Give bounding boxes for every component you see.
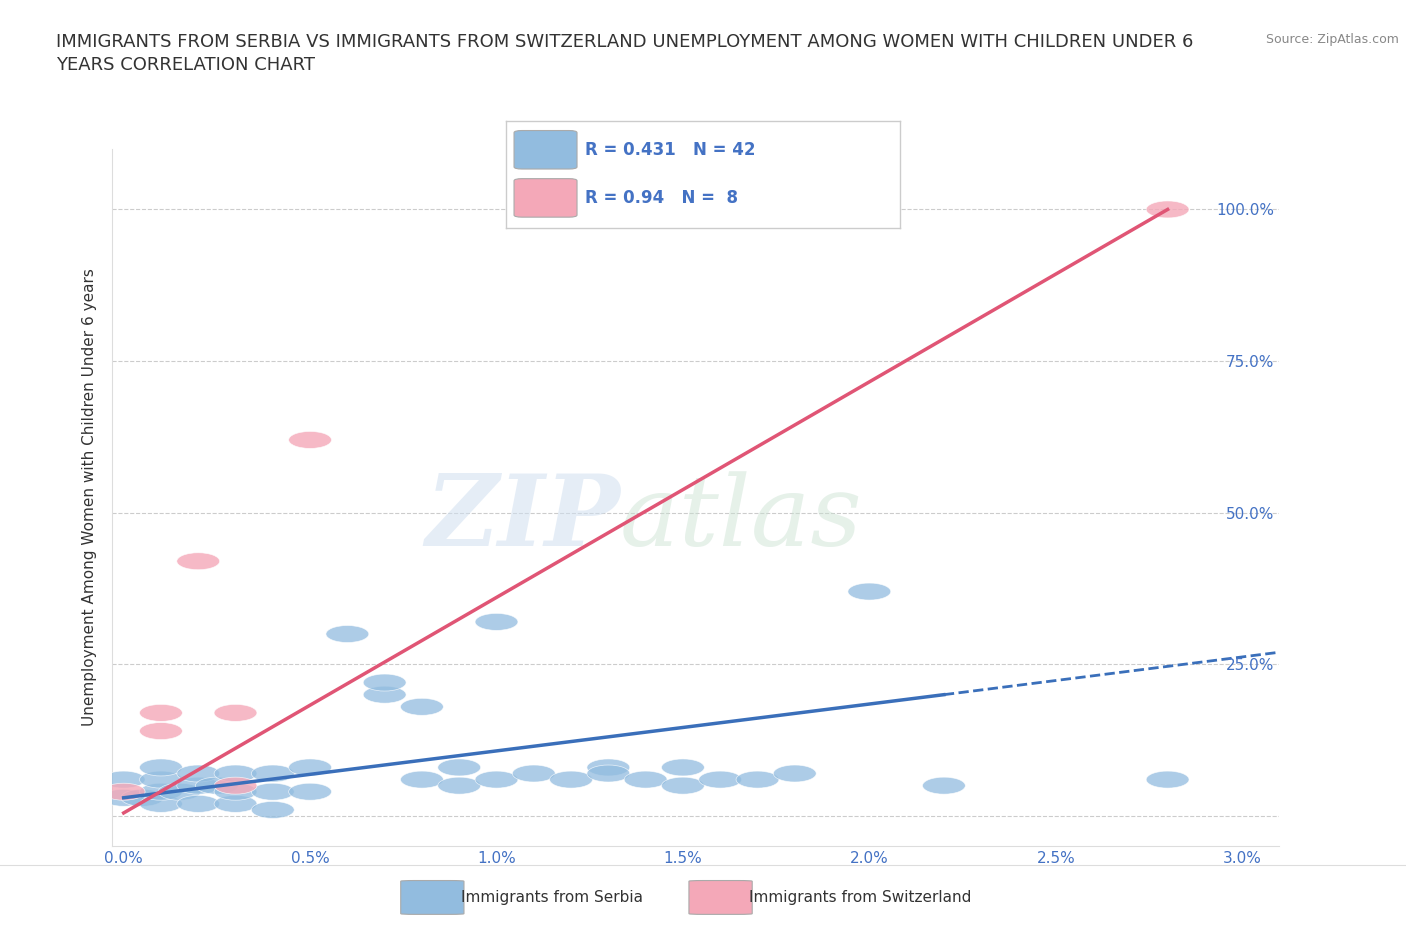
Ellipse shape <box>326 626 368 643</box>
Ellipse shape <box>121 790 163 806</box>
Ellipse shape <box>139 704 183 722</box>
Ellipse shape <box>139 759 183 776</box>
FancyBboxPatch shape <box>689 881 752 914</box>
Ellipse shape <box>252 783 294 800</box>
Ellipse shape <box>401 698 443 715</box>
Ellipse shape <box>214 795 257 812</box>
Ellipse shape <box>214 783 257 800</box>
Text: atlas: atlas <box>620 471 863 566</box>
Ellipse shape <box>214 777 257 794</box>
Ellipse shape <box>157 783 201 800</box>
Text: Source: ZipAtlas.com: Source: ZipAtlas.com <box>1265 33 1399 46</box>
Ellipse shape <box>437 777 481 794</box>
Ellipse shape <box>252 802 294 818</box>
Ellipse shape <box>177 795 219 812</box>
Ellipse shape <box>288 759 332 776</box>
Text: Immigrants from Switzerland: Immigrants from Switzerland <box>749 890 972 905</box>
Text: ZIP: ZIP <box>425 471 620 566</box>
Ellipse shape <box>139 783 183 800</box>
Text: R = 0.94   N =  8: R = 0.94 N = 8 <box>585 189 738 206</box>
Ellipse shape <box>848 583 891 600</box>
Text: YEARS CORRELATION CHART: YEARS CORRELATION CHART <box>56 56 315 73</box>
Ellipse shape <box>624 771 666 788</box>
Ellipse shape <box>773 765 817 782</box>
Ellipse shape <box>214 765 257 782</box>
Ellipse shape <box>586 759 630 776</box>
Ellipse shape <box>1146 771 1189 788</box>
Ellipse shape <box>475 771 517 788</box>
Ellipse shape <box>550 771 592 788</box>
Text: Immigrants from Serbia: Immigrants from Serbia <box>461 890 643 905</box>
Ellipse shape <box>177 765 219 782</box>
Ellipse shape <box>661 777 704 794</box>
Ellipse shape <box>177 552 219 570</box>
FancyBboxPatch shape <box>401 881 464 914</box>
Ellipse shape <box>1146 201 1189 218</box>
Ellipse shape <box>139 795 183 812</box>
Ellipse shape <box>401 771 443 788</box>
Ellipse shape <box>922 777 966 794</box>
Ellipse shape <box>437 759 481 776</box>
Ellipse shape <box>103 790 145 806</box>
Ellipse shape <box>177 777 219 794</box>
Ellipse shape <box>475 614 517 631</box>
Y-axis label: Unemployment Among Women with Children Under 6 years: Unemployment Among Women with Children U… <box>82 269 97 726</box>
Ellipse shape <box>288 783 332 800</box>
Ellipse shape <box>103 783 145 800</box>
Ellipse shape <box>363 674 406 691</box>
Text: IMMIGRANTS FROM SERBIA VS IMMIGRANTS FROM SWITZERLAND UNEMPLOYMENT AMONG WOMEN W: IMMIGRANTS FROM SERBIA VS IMMIGRANTS FRO… <box>56 33 1194 50</box>
Ellipse shape <box>214 704 257 722</box>
Ellipse shape <box>288 432 332 448</box>
Ellipse shape <box>363 686 406 703</box>
Ellipse shape <box>252 765 294 782</box>
Ellipse shape <box>103 771 145 788</box>
Ellipse shape <box>737 771 779 788</box>
Ellipse shape <box>195 777 238 794</box>
FancyBboxPatch shape <box>515 179 576 218</box>
Ellipse shape <box>586 765 630 782</box>
Ellipse shape <box>512 765 555 782</box>
Ellipse shape <box>139 723 183 739</box>
Text: R = 0.431   N = 42: R = 0.431 N = 42 <box>585 140 755 159</box>
Ellipse shape <box>699 771 741 788</box>
FancyBboxPatch shape <box>515 130 576 169</box>
Ellipse shape <box>139 771 183 788</box>
Ellipse shape <box>661 759 704 776</box>
